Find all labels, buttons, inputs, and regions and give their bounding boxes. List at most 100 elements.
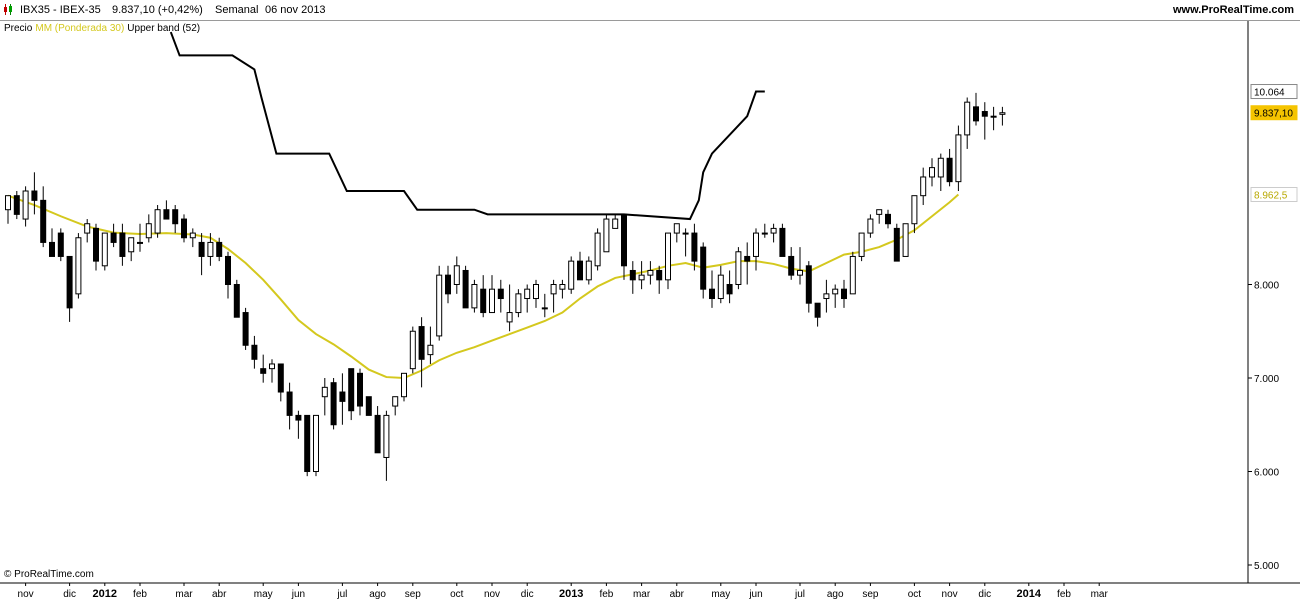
candle[interactable] <box>357 368 363 416</box>
candle[interactable] <box>726 270 733 304</box>
candle[interactable] <box>911 195 918 234</box>
candle[interactable] <box>946 148 953 187</box>
candle[interactable] <box>647 261 654 285</box>
candle[interactable] <box>920 167 927 206</box>
candle[interactable] <box>832 284 839 308</box>
price-axis[interactable]: 5.000 6.000 7.000 8.000 10.064 9.837,10 8.962,… <box>1248 84 1298 572</box>
candle[interactable] <box>330 378 337 430</box>
timeframe-label[interactable]: Semanal <box>215 4 259 16</box>
legend-price[interactable]: Precio <box>4 23 33 34</box>
candle[interactable] <box>172 205 179 234</box>
candle[interactable] <box>524 284 531 313</box>
candle[interactable] <box>665 232 671 290</box>
candle[interactable] <box>550 279 557 313</box>
candle[interactable] <box>110 223 117 248</box>
candle[interactable] <box>242 307 249 350</box>
candle[interactable] <box>313 414 319 477</box>
candle[interactable] <box>207 233 214 266</box>
candle[interactable] <box>49 228 55 257</box>
legend-ma[interactable]: MM (Ponderada 30) <box>35 23 125 34</box>
candle[interactable] <box>841 279 847 308</box>
candle[interactable] <box>436 265 443 341</box>
candle[interactable] <box>225 251 231 299</box>
candle[interactable] <box>13 191 20 220</box>
candle[interactable] <box>735 247 742 290</box>
candle[interactable] <box>22 186 29 227</box>
candle[interactable] <box>75 233 82 299</box>
candle[interactable] <box>321 378 328 416</box>
candle[interactable] <box>128 237 135 262</box>
candle[interactable] <box>189 228 196 248</box>
candle[interactable] <box>31 172 38 215</box>
candle[interactable] <box>682 228 689 257</box>
candle[interactable] <box>471 279 478 313</box>
candle[interactable] <box>154 205 161 238</box>
candle[interactable] <box>260 354 267 383</box>
candle[interactable] <box>93 223 99 271</box>
time-axis[interactable]: nov dic 2012 feb mar abr may jun jul ago sep oct nov… <box>18 583 1109 600</box>
candle[interactable] <box>251 335 258 369</box>
candle[interactable] <box>489 275 495 314</box>
candle[interactable] <box>445 265 451 304</box>
candle[interactable] <box>383 410 390 481</box>
candle[interactable] <box>876 209 883 224</box>
candle[interactable] <box>365 396 372 416</box>
candle[interactable] <box>629 261 636 294</box>
candle[interactable] <box>568 256 575 294</box>
candle[interactable] <box>594 228 601 271</box>
candle[interactable] <box>770 223 777 243</box>
candle[interactable] <box>885 209 891 229</box>
candle[interactable] <box>57 228 64 262</box>
candle[interactable] <box>700 242 707 299</box>
candle[interactable] <box>101 232 108 271</box>
candle[interactable] <box>955 125 962 191</box>
candle[interactable] <box>66 255 73 322</box>
candle[interactable] <box>145 214 152 243</box>
candle[interactable] <box>981 102 988 140</box>
candle[interactable] <box>673 223 680 243</box>
candle[interactable] <box>867 214 874 238</box>
candle[interactable] <box>849 251 856 295</box>
candle[interactable] <box>216 237 223 262</box>
candle[interactable] <box>788 247 795 280</box>
candle[interactable] <box>181 214 187 243</box>
candle[interactable] <box>744 242 751 285</box>
candle[interactable] <box>814 302 821 327</box>
candle[interactable] <box>656 265 663 294</box>
candle[interactable] <box>40 186 47 248</box>
candle[interactable] <box>709 270 715 308</box>
candle[interactable] <box>797 247 803 285</box>
candle[interactable] <box>119 223 126 266</box>
candle[interactable] <box>585 256 592 285</box>
candle[interactable] <box>269 359 275 383</box>
candle[interactable] <box>990 106 997 131</box>
candle[interactable] <box>295 410 302 439</box>
candle[interactable] <box>392 396 399 416</box>
candle[interactable] <box>497 279 504 313</box>
candle[interactable] <box>691 223 698 271</box>
candle[interactable] <box>964 97 971 149</box>
candle[interactable] <box>427 326 434 364</box>
candle[interactable] <box>973 92 979 126</box>
candle[interactable] <box>409 326 416 374</box>
candle[interactable] <box>418 317 425 388</box>
candle[interactable] <box>348 368 355 421</box>
candle[interactable] <box>480 275 487 318</box>
candle[interactable] <box>612 214 619 229</box>
candle[interactable] <box>603 214 610 253</box>
candle[interactable] <box>137 223 143 252</box>
candle[interactable] <box>753 228 759 271</box>
candle[interactable] <box>304 414 311 477</box>
candle[interactable] <box>5 195 11 224</box>
candle[interactable] <box>163 200 170 220</box>
candle[interactable] <box>506 284 513 332</box>
candle[interactable] <box>823 279 830 313</box>
candle[interactable] <box>541 293 548 318</box>
legend-band[interactable]: Upper band (52) <box>127 23 201 34</box>
candle[interactable] <box>999 106 1006 126</box>
candle[interactable] <box>893 223 900 262</box>
candle[interactable] <box>277 363 284 402</box>
candle[interactable] <box>937 153 944 191</box>
candle[interactable] <box>717 265 724 304</box>
